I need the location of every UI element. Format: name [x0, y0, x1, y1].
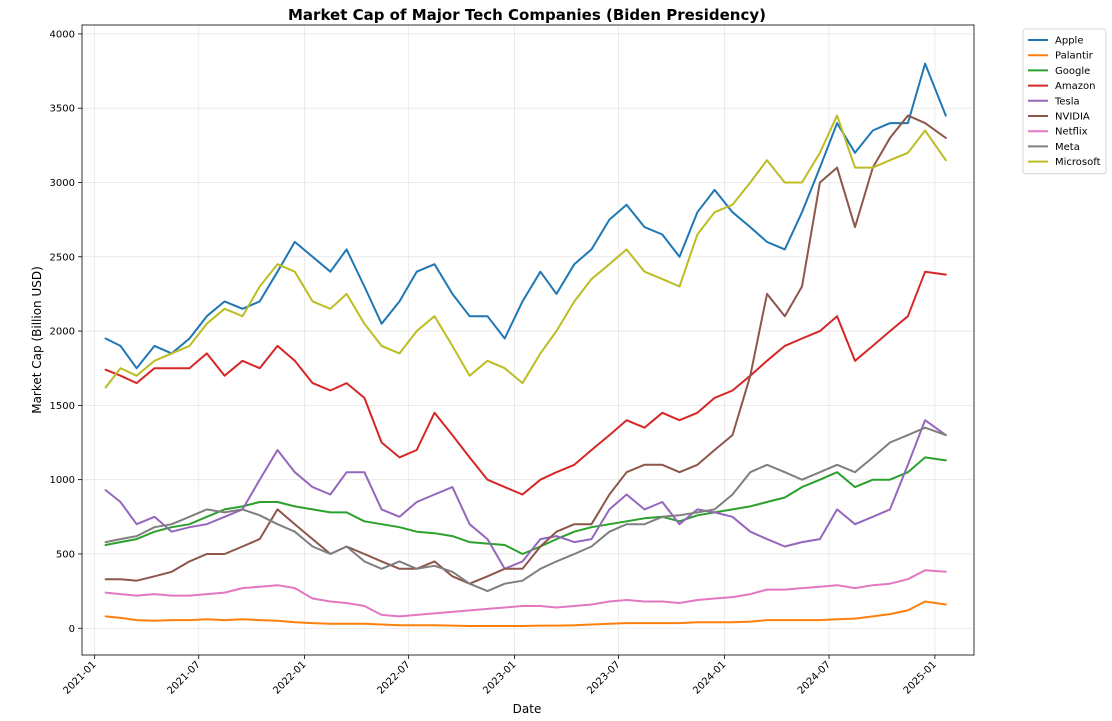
- series-line-palantir: [104, 600, 947, 627]
- x-tick-label: 2021-01: [61, 659, 98, 696]
- y-axis-label: Market Cap (Billion USD): [30, 266, 44, 414]
- legend-label: Amazon: [1055, 81, 1095, 92]
- x-tick-label: 2023-01: [481, 659, 518, 696]
- y-tick-label: 1500: [50, 401, 75, 412]
- series-line-nvidia: [104, 114, 947, 585]
- y-axis: 0 500 1000 1500 2000 2500 3000 3500 4000: [50, 29, 82, 635]
- x-tick-label: 2024-01: [691, 659, 728, 696]
- legend: Apple Palantir Google Amazon Tesla NVIDIA Netf…: [1022, 28, 1107, 175]
- x-tick-label: 2021-07: [166, 659, 203, 696]
- y-tick-label: 2500: [50, 252, 75, 263]
- series-line-meta: [104, 426, 947, 593]
- legend-label: Meta: [1055, 142, 1080, 153]
- x-tick-label: 2023-07: [585, 659, 622, 696]
- y-tick-label: 2000: [50, 327, 75, 338]
- y-tick-label: 3000: [50, 178, 75, 189]
- x-tick-label: 2025-01: [902, 659, 939, 696]
- legend-label: Google: [1055, 66, 1090, 77]
- series-line-tesla: [104, 419, 947, 570]
- y-tick-label: 0: [69, 624, 75, 635]
- legend-label: Palantir: [1055, 51, 1094, 62]
- y-tick-label: 1000: [50, 475, 75, 486]
- series-line-apple: [104, 62, 947, 370]
- x-tick-label: 2022-01: [271, 659, 308, 696]
- series-line-google: [104, 456, 947, 555]
- legend-label: NVIDIA: [1055, 112, 1090, 123]
- legend-label: Tesla: [1054, 96, 1080, 107]
- series-line-netflix: [104, 569, 947, 618]
- x-tick-label: 2022-07: [375, 659, 412, 696]
- legend-label: Microsoft: [1055, 157, 1101, 168]
- series-line-amazon: [104, 270, 947, 496]
- series-lines: [104, 62, 947, 627]
- x-axis: 2021-01 2021-07 2022-01 2022-07 2023-01 2023-…: [61, 655, 939, 697]
- chart-title: Market Cap of Major Tech Companies (Bide…: [288, 6, 766, 24]
- y-tick-label: 500: [56, 549, 75, 560]
- x-tick-label: 2024-07: [796, 659, 833, 696]
- y-tick-label: 4000: [50, 29, 75, 40]
- x-axis-label: Date: [513, 702, 542, 716]
- plot-frame: [81, 24, 975, 656]
- y-tick-label: 3500: [50, 104, 75, 115]
- series-line-microsoft: [104, 114, 947, 389]
- legend-label: Netflix: [1055, 127, 1088, 138]
- legend-label: Apple: [1055, 36, 1083, 47]
- legend-frame: [1022, 28, 1107, 175]
